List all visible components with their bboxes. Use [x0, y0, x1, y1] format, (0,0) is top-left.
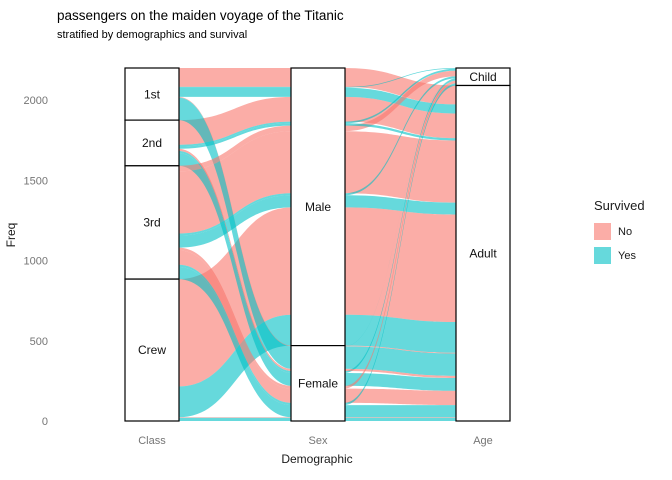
stratum-box: [124, 278, 180, 422]
legend-label-no: No: [618, 225, 633, 238]
alluvial-ribbon: [178, 247, 292, 389]
stratum-label: Male: [305, 200, 331, 214]
alluvial-ribbon: [344, 373, 457, 391]
alluvial-ribbon: [178, 148, 292, 371]
y-tick-label: 0: [42, 416, 48, 428]
alluvial-ribbon: [178, 417, 292, 421]
alluvial-ribbon: [178, 125, 292, 172]
stratum-box: [290, 67, 346, 347]
alluvial-ribbon: [178, 150, 292, 373]
alluvial-ribbon: [178, 417, 292, 418]
stratum-label: Child: [469, 70, 496, 84]
alluvial-ribbon: [344, 345, 457, 354]
alluvial-ribbon: [344, 195, 457, 215]
alluvial-ribbon: [178, 131, 292, 234]
alluvial-ribbon: [344, 78, 457, 374]
chart-title: passengers on the maiden voyage of the T…: [57, 8, 344, 23]
alluvial-ribbon: [344, 70, 457, 132]
alluvial-ribbon: [178, 97, 292, 347]
alluvial-ribbon: [344, 131, 457, 203]
alluvial-ribbon: [178, 207, 292, 387]
stratum-label: 2nd: [142, 136, 162, 150]
stratum-box: [124, 119, 180, 167]
alluvial-ribbon: [178, 86, 292, 88]
stratum-label: Adult: [469, 246, 497, 260]
y-tick-label: 1500: [24, 175, 48, 187]
stratum-label: Female: [298, 377, 338, 391]
stratum-box: [290, 345, 346, 422]
alluvial-ribbon: [344, 368, 457, 378]
stratum-label: 3rd: [143, 216, 160, 230]
legend: Survived No Yes: [594, 198, 645, 271]
stratum-box: [455, 84, 511, 422]
alluvial-ribbon: [344, 78, 457, 347]
y-tick-label: 1000: [24, 256, 48, 268]
alluvial-ribbon: [178, 153, 292, 386]
alluvial-ribbon: [344, 123, 457, 141]
x-axis-tick-label: Sex: [309, 435, 328, 447]
alluvial-ribbon: [344, 417, 457, 418]
alluvial-ribbon: [344, 417, 457, 421]
legend-entry-no: No: [594, 223, 645, 240]
legend-key-yes: [594, 247, 611, 264]
legend-label-yes: Yes: [618, 249, 636, 262]
alluvial-ribbon: [344, 68, 457, 88]
alluvial-ribbon: [178, 87, 292, 97]
legend-key-no: [594, 223, 611, 240]
chart-subtitle: stratified by demographics and survival: [57, 29, 248, 41]
alluvial-ribbon: [344, 314, 457, 353]
alluvial-ribbon: [344, 68, 457, 124]
alluvial-ribbon: [344, 96, 457, 139]
alluvial-ribbon: [344, 68, 457, 105]
legend-entry-yes: Yes: [594, 247, 645, 264]
alluvial-ribbon: [344, 76, 457, 196]
x-axis-tick-label: Age: [473, 435, 493, 447]
alluvial-ribbon: [344, 207, 457, 322]
legend-title: Survived: [594, 198, 645, 213]
alluvial-ribbon: [178, 123, 292, 149]
alluvial-ribbon: [178, 97, 292, 369]
alluvial-ribbon: [344, 83, 457, 406]
x-axis-title: Demographic: [281, 452, 353, 466]
alluvial-ribbon: [178, 250, 292, 403]
alluvial-ribbon: [178, 193, 292, 236]
stratum-label: Crew: [138, 343, 166, 357]
stratum-label: 1st: [144, 87, 161, 101]
alluvial-ribbon: [344, 405, 457, 418]
alluvial-ribbon: [178, 121, 292, 147]
alluvial-ribbon: [178, 266, 292, 418]
alluvial-ribbon: [344, 388, 457, 406]
x-axis-tick-label: Class: [138, 435, 166, 447]
y-tick-label: 2000: [24, 95, 48, 107]
alluvial-ribbon: [344, 80, 457, 389]
alluvial-ribbon: [178, 68, 292, 87]
alluvial-ribbon: [178, 264, 292, 406]
y-tick-label: 500: [30, 336, 48, 348]
alluvial-ribbon: [178, 96, 292, 347]
